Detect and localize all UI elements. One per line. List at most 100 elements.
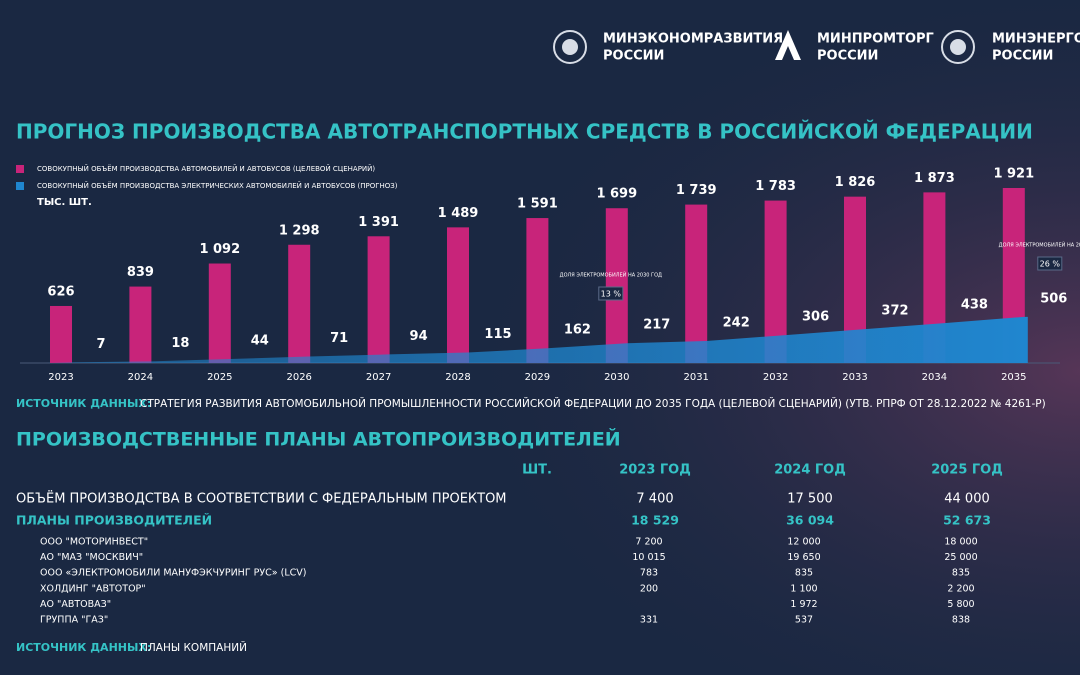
logo-text: РОССИИ — [992, 49, 1053, 64]
cell: 1 972 — [790, 599, 817, 610]
row-label: ХОЛДИНГ "АВТОТОР" — [40, 583, 146, 594]
annotation-box — [1037, 256, 1063, 271]
value-label: 1 591 — [517, 197, 558, 212]
chart: СОВОКУПНЫЙ ОБЪЁМ ПРОИЗВОДСТВА АВТОМОБИЛЕ… — [16, 164, 1080, 410]
legend-label: СОВОКУПНЫЙ ОБЪЁМ ПРОИЗВОДСТВА ЭЛЕКТРИЧЕС… — [37, 181, 398, 190]
unit-header: ШТ. — [522, 463, 552, 478]
annotation-box — [598, 286, 624, 301]
bar — [844, 196, 866, 363]
bar — [923, 192, 946, 363]
cell: 52 673 — [943, 513, 991, 528]
cell: 1 100 — [790, 583, 817, 594]
cell: 7 400 — [636, 492, 673, 507]
cell: 835 — [795, 568, 813, 579]
source-text: ПЛАНЫ КОМПАНИЙ — [140, 641, 247, 654]
value-label: 839 — [127, 265, 154, 280]
table-title: ПРОИЗВОДСТВЕННЫЕ ПЛАНЫ АВТОПРОИЗВОДИТЕЛЕ… — [16, 428, 621, 451]
annotation-value: 26 % — [1040, 260, 1061, 269]
row-label: ПЛАНЫ ПРОИЗВОДИТЕЛЕЙ — [16, 513, 212, 528]
cell: 200 — [640, 583, 658, 594]
value-label: 162 — [564, 323, 591, 338]
value-label: 1 826 — [835, 175, 876, 190]
value-label: 44 — [251, 333, 269, 348]
cell: 18 000 — [944, 537, 977, 548]
cell: 19 650 — [787, 552, 820, 563]
cell: 18 529 — [631, 513, 679, 528]
value-label: 217 — [643, 318, 670, 333]
minpromtorg-logo — [775, 30, 801, 60]
value-label: 115 — [484, 327, 511, 342]
source-text: СТРАТЕГИЯ РАЗВИТИЯ АВТОМОБИЛЬНОЙ ПРОМЫШЛ… — [140, 397, 1046, 410]
emblem — [553, 30, 587, 64]
logo-text: МИНЭНЕРГО — [992, 32, 1080, 47]
value-label: 506 — [1040, 291, 1067, 306]
x-tick-label: 2024 — [128, 372, 153, 383]
source-label: ИСТОЧНИК ДАННЫХ: — [16, 641, 151, 654]
logo-text: МИНПРОМТОРГ — [817, 32, 934, 47]
cell: 17 500 — [787, 492, 833, 507]
cell: 10 015 — [632, 552, 665, 563]
legend-swatch — [16, 182, 24, 190]
chart-title: ПРОГНОЗ ПРОИЗВОДСТВА АВТОТРАНСПОРТНЫХ СР… — [16, 120, 1033, 144]
cell: 36 094 — [786, 513, 834, 528]
bar — [764, 200, 787, 363]
value-label: 1 092 — [199, 242, 240, 257]
bar — [288, 244, 311, 363]
x-tick-label: 2030 — [604, 372, 629, 383]
bar — [605, 208, 628, 363]
annotation-value: 13 % — [601, 290, 622, 299]
value-label: 1 783 — [755, 179, 796, 194]
row-label: ООО «ЭЛЕКТРОМОБИЛИ МАНУФЭКЧУРИНГ РУС» (L… — [40, 568, 306, 579]
value-label: 1 489 — [438, 206, 479, 221]
value-label: 1 921 — [993, 167, 1034, 182]
legend-label: СОВОКУПНЫЙ ОБЪЁМ ПРОИЗВОДСТВА АВТОМОБИЛЕ… — [37, 164, 375, 173]
x-tick-label: 2023 — [48, 372, 73, 383]
value-label: 1 298 — [279, 223, 320, 238]
emblem — [941, 30, 975, 64]
bar — [685, 204, 708, 363]
row-label: ОБЪЁМ ПРОИЗВОДСТВА В СООТВЕТСТВИИ С ФЕДЕ… — [16, 491, 507, 507]
x-tick-label: 2027 — [366, 372, 391, 383]
annotation-text: ДОЛЯ ЭЛЕКТРОМОБИЛЕЙ НА 2035 ГОД — [999, 242, 1080, 249]
cell: 2 200 — [947, 583, 974, 594]
value-label: 242 — [723, 315, 750, 330]
source-label: ИСТОЧНИК ДАННЫХ: — [16, 397, 151, 410]
cell: 5 800 — [947, 599, 974, 610]
bar — [129, 286, 152, 363]
cell: 835 — [952, 568, 970, 579]
x-tick-label: 2026 — [286, 372, 311, 383]
x-tick-label: 2034 — [922, 372, 947, 383]
column-header: 2024 ГОД — [774, 463, 846, 478]
value-label: 1 873 — [914, 171, 955, 186]
x-tick-label: 2028 — [445, 372, 470, 383]
value-label: 1 391 — [358, 215, 399, 230]
column-header: 2025 ГОД — [931, 463, 1003, 478]
logo-text: РОССИИ — [817, 49, 878, 64]
value-label: 7 — [96, 337, 105, 352]
value-label: 626 — [47, 284, 74, 299]
x-tick-label: 2035 — [1001, 372, 1026, 383]
x-tick-label: 2033 — [842, 372, 867, 383]
cell: 783 — [640, 568, 658, 579]
unit-label: ТЫС. ШТ. — [37, 197, 92, 208]
row-label: АО "АВТОВАЗ" — [40, 599, 111, 610]
value-label: 1 699 — [596, 187, 637, 202]
row-label: ГРУППА "ГАЗ" — [40, 615, 108, 626]
legend-swatch — [16, 165, 24, 173]
cell: 12 000 — [787, 537, 820, 548]
bar — [208, 263, 231, 363]
value-label: 372 — [881, 304, 908, 319]
value-label: 18 — [171, 336, 189, 351]
bar — [50, 305, 72, 363]
bar — [447, 227, 469, 363]
cell: 44 000 — [944, 492, 990, 507]
table: ПРОИЗВОДСТВЕННЫЕ ПЛАНЫ АВТОПРОИЗВОДИТЕЛЕ… — [16, 428, 1003, 655]
cell: 25 000 — [944, 552, 977, 563]
value-label: 71 — [330, 331, 348, 346]
logo-text: МИНЭКОНОМРАЗВИТИЯ — [603, 32, 783, 47]
bar — [526, 218, 549, 363]
row-label: АО "МАЗ "МОСКВИЧ" — [40, 552, 143, 563]
x-tick-label: 2025 — [207, 372, 232, 383]
